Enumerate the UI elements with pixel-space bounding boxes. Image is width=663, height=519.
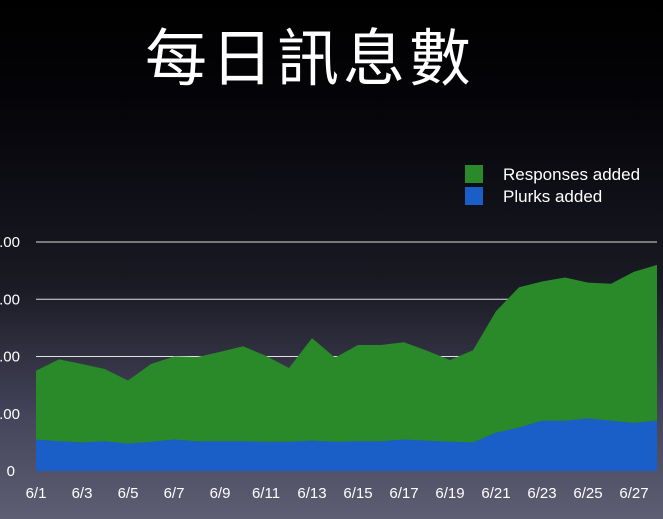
series-area-plurks-added [36,418,657,471]
x-tick-label: 6/23 [527,485,556,502]
x-tick-label: 6/11 [252,485,280,502]
x-tick-label: 6/3 [72,485,93,502]
series-areas [36,264,657,471]
legend: Responses added Plurks added [465,165,640,206]
y-tick-label: .00 [0,349,20,366]
series-area-responses-added [36,264,657,444]
x-tick-label: 6/21 [481,485,510,502]
x-axis-tick-labels: 6/1 6/3 6/5 6/7 6/9 6/11 6/13 6/15 6/17 6/19 6/21 6… [26,485,649,502]
x-tick-label: 6/1 [26,485,47,502]
x-tick-label: 6/25 [573,485,602,502]
x-tick-label: 6/19 [435,485,464,502]
y-tick-label: .00 [0,234,20,251]
legend-swatch [465,165,483,183]
x-tick-label: 6/13 [297,485,326,502]
chart-title: 每日訊息數 [144,22,475,95]
legend-swatch [465,187,483,205]
x-tick-label: 6/27 [619,485,648,502]
x-tick-label: 6/9 [210,485,231,502]
x-tick-label: 6/5 [118,485,139,502]
y-tick-label: .00 [0,291,20,308]
y-tick-label: 0 [7,463,15,480]
y-tick-label: .00 [0,406,20,423]
x-tick-label: 6/7 [164,485,185,502]
x-tick-label: 6/17 [389,485,418,502]
x-tick-label: 6/15 [343,485,372,502]
legend-label: Plurks added [503,187,602,206]
legend-label: Responses added [503,165,640,184]
y-axis-tick-labels: .00 .00 .00 .00 0 [0,234,20,480]
